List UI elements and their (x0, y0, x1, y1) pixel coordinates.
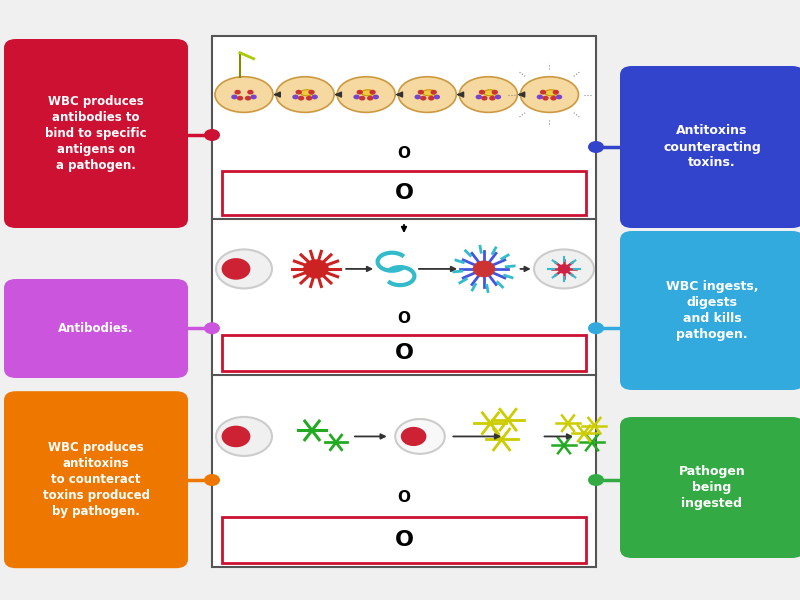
Circle shape (306, 96, 312, 101)
Circle shape (204, 474, 220, 486)
Circle shape (295, 90, 302, 95)
FancyBboxPatch shape (212, 36, 596, 567)
Circle shape (553, 90, 559, 95)
Circle shape (420, 96, 426, 101)
Circle shape (237, 96, 243, 101)
Circle shape (428, 96, 434, 101)
Ellipse shape (362, 90, 374, 96)
FancyBboxPatch shape (222, 335, 586, 371)
Ellipse shape (395, 419, 445, 454)
Ellipse shape (216, 417, 272, 456)
Circle shape (588, 141, 604, 153)
Ellipse shape (534, 250, 594, 289)
Circle shape (298, 96, 304, 101)
Circle shape (354, 95, 360, 100)
Text: WBC produces
antibodies to
bind to specific
antigens on
a pathogen.: WBC produces antibodies to bind to speci… (45, 95, 147, 172)
Circle shape (537, 95, 543, 100)
Text: O: O (394, 530, 414, 550)
Circle shape (418, 90, 424, 95)
Circle shape (367, 96, 374, 101)
Circle shape (481, 96, 487, 101)
Circle shape (308, 90, 314, 95)
Circle shape (494, 95, 501, 100)
FancyBboxPatch shape (4, 39, 188, 228)
Circle shape (401, 427, 426, 446)
Circle shape (292, 95, 298, 100)
Ellipse shape (422, 90, 435, 96)
Ellipse shape (398, 77, 456, 112)
Circle shape (624, 141, 640, 153)
Ellipse shape (276, 77, 334, 112)
Ellipse shape (216, 250, 272, 289)
Circle shape (303, 259, 329, 278)
Circle shape (222, 258, 250, 280)
Text: O: O (398, 311, 410, 326)
Text: O: O (398, 490, 410, 505)
FancyBboxPatch shape (620, 66, 800, 228)
Circle shape (434, 95, 440, 100)
Ellipse shape (215, 77, 273, 112)
Circle shape (624, 322, 640, 334)
Circle shape (475, 95, 482, 100)
Text: Antibodies.: Antibodies. (58, 322, 134, 335)
Circle shape (550, 96, 557, 101)
FancyBboxPatch shape (4, 279, 188, 378)
Circle shape (359, 96, 366, 101)
Circle shape (168, 474, 184, 486)
Circle shape (558, 264, 570, 274)
Circle shape (624, 474, 640, 486)
Circle shape (491, 90, 498, 95)
Circle shape (245, 96, 251, 101)
FancyBboxPatch shape (620, 417, 800, 558)
Ellipse shape (459, 77, 518, 112)
Circle shape (311, 95, 318, 100)
FancyBboxPatch shape (620, 231, 800, 390)
Circle shape (540, 90, 546, 95)
FancyBboxPatch shape (4, 391, 188, 568)
Text: WBC produces
antitoxins
to counteract
toxins produced
by pathogen.: WBC produces antitoxins to counteract to… (42, 441, 150, 518)
Circle shape (430, 90, 437, 95)
Circle shape (357, 90, 363, 95)
Circle shape (414, 95, 421, 100)
Ellipse shape (545, 90, 558, 96)
Text: O: O (398, 146, 410, 161)
Circle shape (222, 425, 250, 447)
Circle shape (234, 90, 241, 95)
FancyBboxPatch shape (222, 172, 586, 215)
Circle shape (588, 322, 604, 334)
Ellipse shape (398, 419, 442, 449)
Circle shape (489, 96, 495, 101)
Text: Antitoxins
counteracting
toxins.: Antitoxins counteracting toxins. (663, 124, 761, 169)
FancyBboxPatch shape (222, 517, 586, 563)
Text: O: O (394, 343, 414, 363)
Circle shape (247, 90, 254, 95)
Circle shape (168, 129, 184, 141)
Circle shape (373, 95, 379, 100)
Ellipse shape (337, 77, 395, 112)
Circle shape (556, 95, 562, 100)
Ellipse shape (483, 90, 496, 96)
Circle shape (204, 322, 220, 334)
Text: Pathogen
being
ingested: Pathogen being ingested (678, 465, 746, 510)
Ellipse shape (521, 77, 578, 112)
Circle shape (231, 95, 238, 100)
Circle shape (588, 474, 604, 486)
Text: O: O (394, 184, 414, 203)
Circle shape (250, 95, 257, 100)
Circle shape (168, 322, 184, 334)
Text: WBC ingests,
digests
and kills
pathogen.: WBC ingests, digests and kills pathogen. (666, 280, 758, 341)
Circle shape (370, 90, 376, 95)
Circle shape (542, 96, 549, 101)
Circle shape (478, 90, 485, 95)
Circle shape (473, 260, 495, 277)
Circle shape (204, 129, 220, 141)
Ellipse shape (300, 90, 313, 96)
